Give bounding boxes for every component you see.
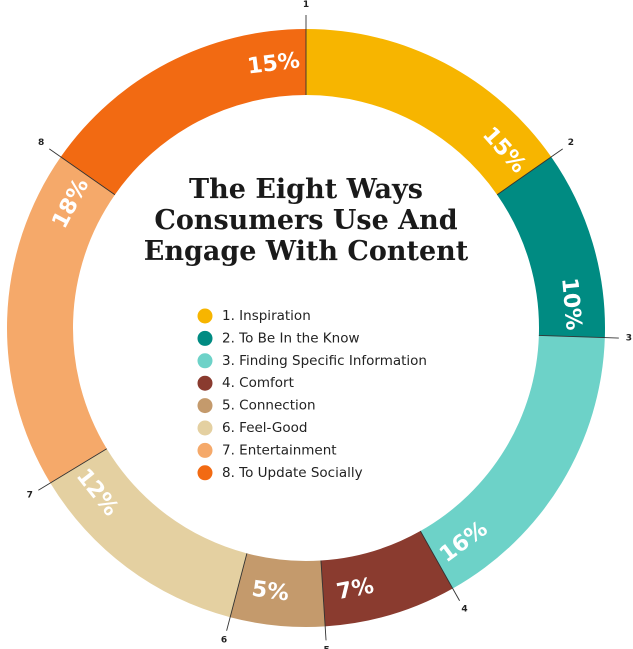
legend-swatch-inspiration [197, 308, 213, 324]
divider-2 [496, 148, 563, 196]
segment-feel-good [50, 448, 247, 618]
divider-4 [419, 530, 460, 601]
legend-label-connection: 5. Connection [222, 398, 316, 414]
segment-number-5: 5 [324, 645, 330, 649]
segment-dividers [38, 15, 619, 641]
segment-finding-info [420, 335, 605, 589]
divider-8 [49, 148, 116, 196]
legend-swatch-update-socially [197, 465, 213, 481]
chart-title: The Eight Ways Consumers Use And Engage … [144, 174, 469, 267]
legend-swatch-comfort [197, 375, 213, 391]
segment-number-2: 2 [568, 138, 574, 148]
segment-number-8: 8 [38, 138, 44, 148]
segment-number-3: 3 [626, 333, 632, 343]
divider-3 [538, 335, 619, 339]
title-line-1: The Eight Ways [189, 174, 423, 205]
legend-label-in-the-know: 2. To Be In the Know [222, 330, 360, 346]
legend-label-update-socially: 8. To Update Socially [222, 465, 363, 481]
segment-inspiration [306, 29, 552, 195]
segment-number-4: 4 [461, 604, 467, 614]
title-line-2: Consumers Use And [154, 205, 457, 236]
segment-update-socially [60, 29, 307, 195]
percent-label-in-the-know: 10% [556, 277, 586, 332]
segment-entertainment [6, 156, 115, 483]
legend-label-feel-good: 6. Feel-Good [222, 420, 307, 436]
segment-comfort [320, 531, 453, 627]
legend-label-inspiration: 1. Inspiration [222, 308, 311, 324]
divider-6 [226, 553, 248, 631]
percent-labels: 15%10%16%7%5%12%18%15% [48, 48, 586, 606]
legend-label-entertainment: 7. Entertainment [222, 442, 337, 458]
legend-swatch-entertainment [197, 442, 213, 458]
segment-connection [230, 553, 326, 627]
legend-label-comfort: 4. Comfort [222, 375, 294, 391]
legend-swatch-feel-good [197, 420, 213, 436]
segment-number-6: 6 [221, 635, 227, 645]
segment-number-7: 7 [27, 490, 33, 500]
title-line-3: Engage With Content [144, 236, 469, 267]
percent-label-connection: 5% [250, 577, 290, 607]
legend-swatch-connection [197, 398, 213, 414]
legend-label-finding-info: 3. Finding Specific Information [222, 353, 427, 369]
segment-numbers: 1 2 3 4 5 6 7 8 [27, 0, 632, 649]
segment-number-1: 1 [303, 0, 309, 10]
divider-5 [320, 560, 327, 641]
segment-in-the-know [497, 156, 605, 338]
legend-swatch-in-the-know [197, 330, 213, 346]
divider-7 [38, 448, 107, 491]
legend: 1. Inspiration 2. To Be In the Know 3. Fin… [197, 308, 427, 481]
donut-segments [6, 29, 605, 627]
legend-swatch-finding-info [197, 353, 213, 369]
